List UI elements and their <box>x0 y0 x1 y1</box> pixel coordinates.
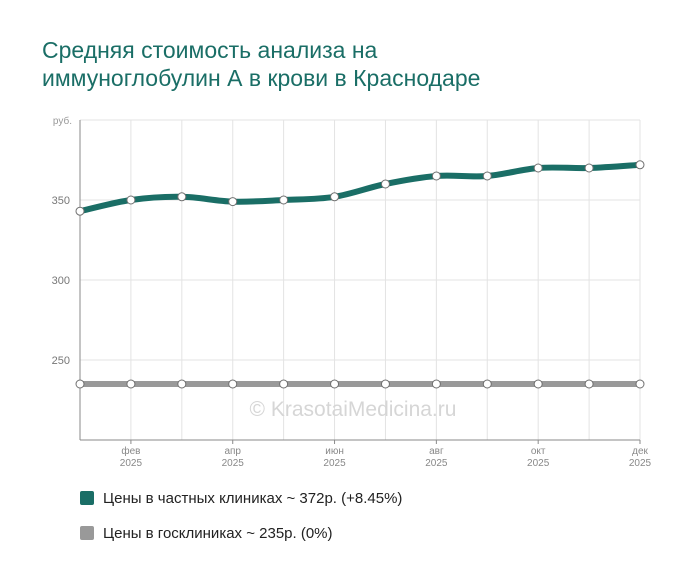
data-point-1 <box>177 379 187 389</box>
series-line-0 <box>77 161 643 215</box>
data-point-1 <box>279 379 289 389</box>
data-point-0 <box>279 195 289 205</box>
legend-item: Цены в частных клиниках ~ 372р. (+8.45%) <box>80 490 640 507</box>
legend-label: Цены в госклиниках ~ 235р. (0%) <box>103 525 333 542</box>
data-point-0 <box>584 163 594 173</box>
data-point-1 <box>533 379 543 389</box>
x-tick-month: авг <box>429 446 444 457</box>
data-point-1 <box>635 379 645 389</box>
data-point-1 <box>228 379 238 389</box>
data-point-0 <box>330 192 340 202</box>
legend-item: Цены в госклиниках ~ 235р. (0%) <box>80 525 640 542</box>
legend-swatch <box>80 491 94 505</box>
chart-title-line2: иммуноглобулин А в крови в Краснодаре <box>42 65 481 91</box>
y-tick-label: 350 <box>52 195 70 207</box>
x-tick-year: 2025 <box>222 458 245 469</box>
x-tick-month: апр <box>224 446 241 457</box>
x-tick-month: окт <box>531 446 546 457</box>
data-point-1 <box>431 379 441 389</box>
data-point-1 <box>380 379 390 389</box>
x-tick-month: фев <box>121 445 140 457</box>
x-tick-year: 2025 <box>629 458 652 469</box>
data-point-1 <box>330 379 340 389</box>
data-point-0 <box>380 179 390 189</box>
y-tick-label: 250 <box>52 355 70 367</box>
x-tick-year: 2025 <box>323 458 346 469</box>
data-point-0 <box>635 160 645 170</box>
data-point-0 <box>75 206 85 216</box>
data-point-1 <box>126 379 136 389</box>
x-tick-year: 2025 <box>120 458 143 469</box>
y-unit-label: руб. <box>53 115 72 127</box>
chart-title: Средняя стоимость анализа на иммуноглобу… <box>42 36 662 92</box>
data-point-0 <box>228 197 238 207</box>
chart-legend: Цены в частных клиниках ~ 372р. (+8.45%)… <box>80 490 640 560</box>
data-point-0 <box>533 163 543 173</box>
y-tick-label: 300 <box>52 275 70 287</box>
x-tick-year: 2025 <box>425 458 448 469</box>
legend-swatch <box>80 526 94 540</box>
chart-title-line1: Средняя стоимость анализа на <box>42 37 378 63</box>
x-tick-month: дек <box>632 446 648 457</box>
data-point-1 <box>75 379 85 389</box>
x-tick-month: июн <box>325 446 344 457</box>
data-point-1 <box>584 379 594 389</box>
data-point-0 <box>177 192 187 202</box>
data-point-0 <box>126 195 136 205</box>
data-point-0 <box>482 171 492 181</box>
data-point-1 <box>482 379 492 389</box>
watermark: © KrasotaiMedicina.ru <box>250 398 457 421</box>
legend-label: Цены в частных клиниках ~ 372р. (+8.45%) <box>103 490 403 507</box>
x-tick-year: 2025 <box>527 458 550 469</box>
data-point-0 <box>431 171 441 181</box>
